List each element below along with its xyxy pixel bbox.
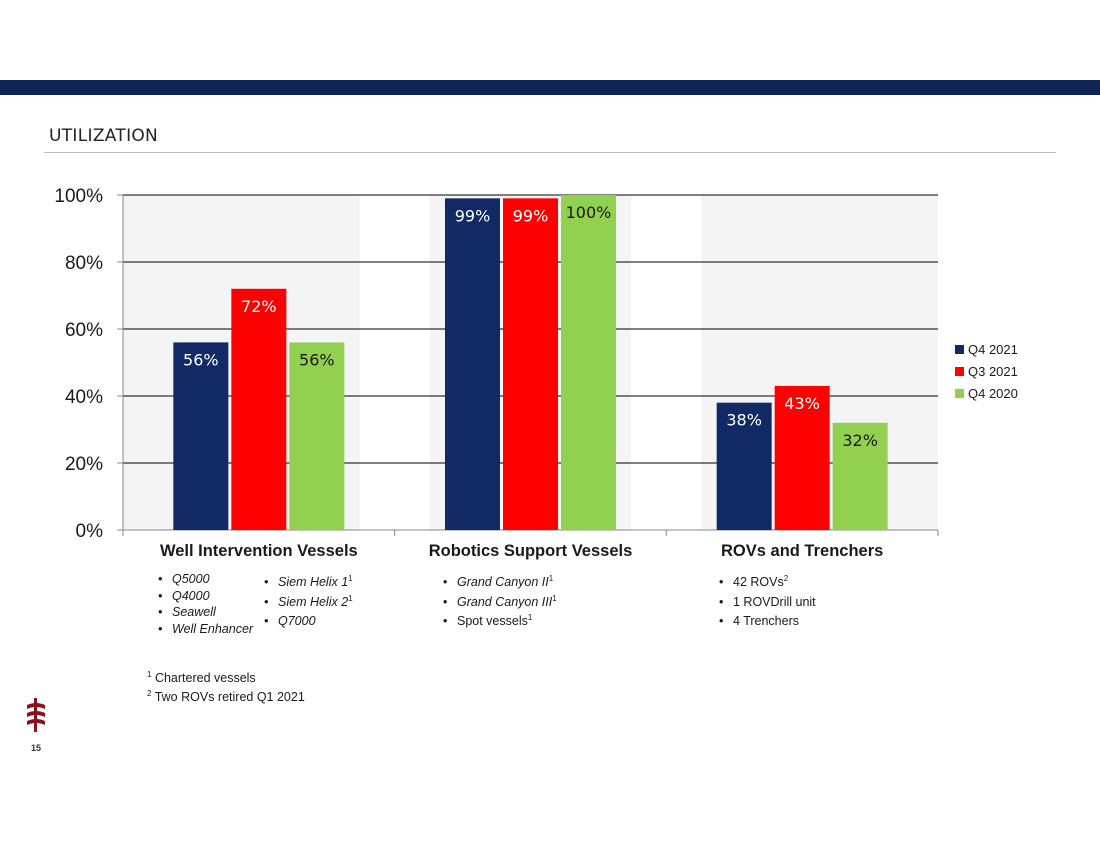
- robotics-vessels-list: Grand Canyon II1 Grand Canyon III1 Spot …: [443, 571, 557, 630]
- y-tick-label: 20%: [65, 454, 103, 475]
- x-category-label: ROVs and Trenchers: [721, 542, 883, 560]
- plot-band: [631, 195, 702, 530]
- list-item: Siem Helix 11: [264, 571, 353, 591]
- data-label: 56%: [299, 350, 335, 369]
- legend-item-q4-2021: Q4 2021: [955, 338, 1018, 360]
- well-vessels-list-1: Q5000 Q4000 Seawell Well Enhancer: [158, 571, 253, 637]
- well-vessels-list-2: Siem Helix 11 Siem Helix 21 Q7000: [264, 571, 353, 630]
- footnotes: 1 Chartered vessels 2 Two ROVs retired Q…: [147, 667, 305, 705]
- legend-label-q4-2020: Q4 2020: [968, 385, 1018, 401]
- chart-legend: Q4 2021 Q3 2021 Q4 2020: [955, 338, 1018, 404]
- bar: [716, 402, 772, 530]
- legend-label-q3-2021: Q3 2021: [968, 363, 1018, 379]
- list-item: 42 ROVs2: [719, 571, 816, 591]
- page-title: UTILIZATION: [49, 126, 159, 146]
- title-divider: [44, 152, 1056, 153]
- x-category-label: Robotics Support Vessels: [429, 542, 633, 560]
- legend-item-q3-2021: Q3 2021: [955, 360, 1018, 382]
- y-tick-label: 60%: [65, 320, 103, 341]
- y-tick-label: 0%: [76, 521, 104, 542]
- footnote: 1 Chartered vessels: [147, 670, 256, 686]
- page-number: 15: [31, 743, 42, 753]
- bar: [289, 342, 345, 530]
- legend-label-q4-2021: Q4 2021: [968, 341, 1018, 357]
- list-item: Grand Canyon II1: [443, 571, 557, 591]
- list-item: Grand Canyon III1: [443, 591, 557, 611]
- company-logo-icon: [27, 698, 45, 732]
- bar: [173, 342, 229, 530]
- plot-band: [359, 195, 430, 530]
- list-item: 1 ROVDrill unit: [719, 591, 816, 611]
- list-item: Q4000: [158, 588, 253, 605]
- data-label: 56%: [183, 350, 219, 369]
- list-item: 4 Trenchers: [719, 610, 816, 630]
- data-label: 72%: [241, 297, 277, 316]
- data-label: 32%: [842, 431, 878, 450]
- list-item: Q5000: [158, 571, 253, 588]
- x-category-label: Well Intervention Vessels: [160, 542, 358, 560]
- legend-swatch-q4-2021: [955, 344, 964, 354]
- legend-swatch-q4-2020: [955, 388, 964, 398]
- data-label: 99%: [513, 206, 549, 225]
- bar: [774, 385, 830, 530]
- data-label: 38%: [726, 411, 762, 430]
- list-item: Seawell: [158, 604, 253, 621]
- y-tick-label: 40%: [65, 387, 103, 408]
- legend-item-q4-2020: Q4 2020: [955, 382, 1018, 404]
- rovs-trenchers-list: 42 ROVs2 1 ROVDrill unit 4 Trenchers: [719, 571, 816, 630]
- y-tick-label: 80%: [65, 253, 103, 274]
- data-label: 43%: [784, 394, 820, 413]
- data-label: 99%: [455, 206, 491, 225]
- header-band: [0, 80, 1100, 95]
- bar: [231, 288, 287, 530]
- list-item: Q7000: [264, 610, 353, 630]
- bar: [832, 422, 888, 530]
- y-tick-label: 100%: [54, 186, 103, 207]
- list-item: Siem Helix 21: [264, 591, 353, 611]
- list-item: Well Enhancer: [158, 621, 253, 638]
- footnote: 2 Two ROVs retired Q1 2021: [147, 689, 305, 705]
- bar: [561, 195, 616, 530]
- bar: [445, 198, 500, 530]
- bar: [503, 198, 558, 530]
- list-item: Spot vessels1: [443, 610, 557, 630]
- legend-swatch-q3-2021: [955, 366, 964, 376]
- data-label: 100%: [566, 203, 612, 222]
